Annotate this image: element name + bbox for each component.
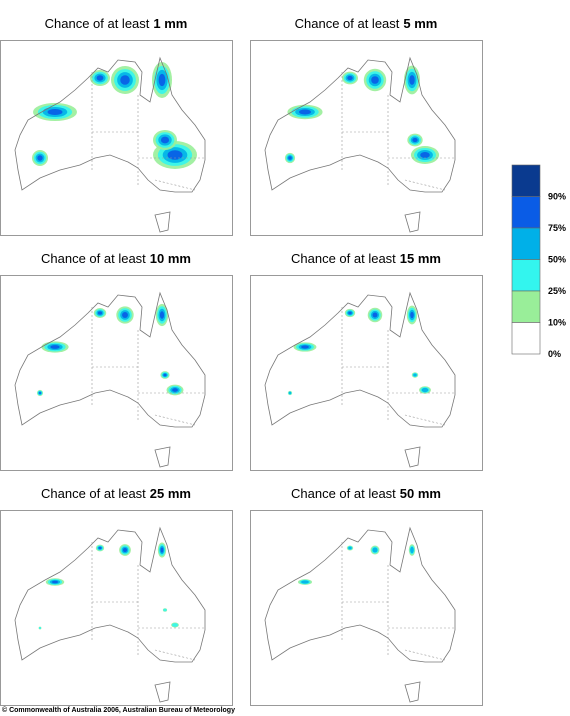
rain-area	[420, 151, 430, 159]
rain-area	[410, 311, 414, 319]
panel-frame	[0, 510, 233, 706]
copyright: © Commonwealth of Australia 2006, Austra…	[2, 706, 235, 714]
legend-swatch	[511, 259, 541, 292]
legend-swatch	[511, 227, 541, 260]
rain-area	[47, 108, 63, 116]
rain-area	[347, 75, 353, 81]
rain-area	[123, 548, 127, 552]
panel-frame	[250, 510, 483, 706]
rain-area	[409, 75, 415, 85]
panel-frame	[250, 275, 483, 471]
rain-area	[288, 391, 292, 395]
map-panel	[0, 40, 233, 236]
rain-area	[299, 109, 311, 115]
rain-area	[50, 345, 60, 349]
map-panel	[0, 275, 233, 471]
rain-area	[38, 391, 42, 395]
rain-area	[37, 155, 43, 161]
legend-label: 90%	[548, 192, 566, 202]
rain-area	[96, 75, 104, 81]
rain-area	[98, 546, 102, 550]
rain-area	[371, 76, 379, 84]
rain-area	[163, 608, 167, 612]
legend-label: 0%	[548, 349, 561, 359]
map-panel	[250, 510, 483, 706]
legend-label: 50%	[548, 255, 566, 265]
panel-frame	[250, 40, 483, 236]
legend-swatch	[511, 290, 541, 323]
panel-frame	[0, 275, 233, 471]
map-panel	[0, 510, 233, 706]
map-panel	[250, 275, 483, 471]
panel-title: Chance of at least 25 mm	[41, 486, 191, 501]
rain-area	[159, 311, 165, 319]
legend-swatch	[511, 164, 541, 197]
rain-area	[120, 75, 130, 85]
rain-area	[288, 156, 292, 160]
rain-area	[38, 626, 42, 630]
rain-area	[172, 388, 178, 392]
rain-area	[51, 580, 59, 584]
rain-area	[160, 547, 164, 553]
rain-area	[413, 373, 417, 377]
rain-area	[158, 73, 166, 87]
rain-area	[163, 373, 167, 377]
rain-area	[97, 311, 103, 315]
legend-label: 10%	[548, 318, 566, 328]
panel-title: Chance of at least 1 mm	[45, 16, 188, 31]
legend-swatch	[511, 322, 541, 355]
rain-area	[410, 546, 414, 554]
legend-swatch	[511, 196, 541, 229]
map-panel	[250, 40, 483, 236]
rain-area	[167, 150, 183, 160]
legend-label: 75%	[548, 223, 566, 233]
panel-title: Chance of at least 5 mm	[295, 16, 438, 31]
rain-area	[160, 136, 170, 144]
rain-area	[348, 311, 352, 315]
rain-area	[372, 547, 378, 553]
rain-area	[171, 623, 179, 627]
panel-title: Chance of at least 50 mm	[291, 486, 441, 501]
panel-title: Chance of at least 10 mm	[41, 251, 191, 266]
rain-area	[412, 137, 418, 143]
rain-area	[372, 312, 378, 318]
rain-area	[421, 387, 429, 393]
rain-area	[122, 312, 128, 318]
rain-area	[301, 345, 309, 349]
legend-label: 25%	[548, 286, 566, 296]
rain-area	[348, 546, 352, 550]
panel-title: Chance of at least 15 mm	[291, 251, 441, 266]
rain-area	[301, 580, 309, 584]
